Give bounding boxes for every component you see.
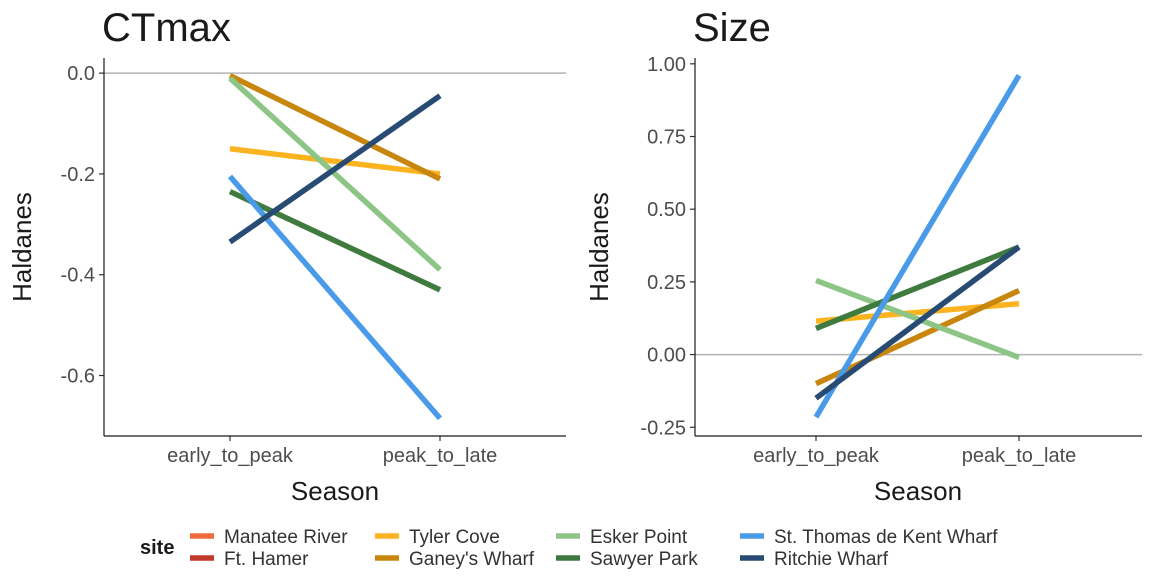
ctmax-y-tick-label: -0.2 xyxy=(61,164,95,186)
ctmax-marks: 0.0 -0.2 -0.4 -0.6 early_to_peak peak_to_late xyxy=(61,63,566,467)
panel-title-ctmax: CTmax xyxy=(102,6,231,50)
size-marks: 1.00 0.75 0.50 0.25 0.00 -0.25 early_to_peak pe… xyxy=(640,54,1142,467)
legend-label-manatee-river: Manatee River xyxy=(224,527,348,548)
ctmax-series-line-ritchie-wharf xyxy=(228,93,442,245)
size-x-tick-label: peak_to_late xyxy=(962,445,1077,467)
ctmax-x-tick-label: early_to_peak xyxy=(167,445,294,467)
legend-label-sawyer-park: Sawyer Park xyxy=(590,549,698,570)
panel-title-size: Size xyxy=(693,6,771,50)
size-series-line-ritchie-wharf xyxy=(814,244,1021,401)
size-series-line-esker-point xyxy=(815,277,1020,361)
size-y-tick-label: 0.50 xyxy=(647,199,686,221)
size-series-line-sawyer-park xyxy=(814,244,1021,331)
legend-label-tyler-cove: Tyler Cove xyxy=(409,527,500,548)
ctmax-y-tick-label: 0.0 xyxy=(67,63,95,85)
chart-panel-ctmax: CTmax 0.0 -0.2 -0.4 -0.6 early_to_peak peak_t… xyxy=(7,6,566,506)
ctmax-series-line-st-thomas-de-kent-wharf xyxy=(227,174,443,421)
legend-title: site xyxy=(140,537,174,559)
size-series-line-ganey-s-wharf xyxy=(814,288,1021,387)
ctmax-y-tick-label: -0.4 xyxy=(61,265,95,287)
ctmax-x-tick-label: peak_to_late xyxy=(383,445,498,467)
ctmax-series-line-esker-point xyxy=(228,76,442,272)
chart-panel-size: Size 1.00 0.75 0.50 0.25 0.00 -0.25 early_to_p… xyxy=(584,6,1142,506)
size-y-tick-label: 1.00 xyxy=(647,54,686,76)
legend-label-ft-hamer: Ft. Hamer xyxy=(224,549,309,570)
legend-label-esker-point: Esker Point xyxy=(590,527,688,548)
size-series-line-st-thomas-de-kent-wharf xyxy=(813,74,1022,419)
size-x-axis-title: Season xyxy=(874,476,962,506)
size-y-tick-label: 0.75 xyxy=(647,127,686,149)
legend-label-ganey-s-wharf: Ganey's Wharf xyxy=(409,549,535,570)
size-x-tick-label: early_to_peak xyxy=(753,445,880,467)
ctmax-x-axis-title: Season xyxy=(291,476,379,506)
ctmax-y-tick-label: -0.6 xyxy=(61,366,95,388)
ctmax-series-line-ganey-s-wharf xyxy=(228,73,442,182)
size-y-tick-label: 0.00 xyxy=(647,345,686,367)
ctmax-series-line-sawyer-park xyxy=(228,189,442,293)
legend-label-ritchie-wharf: Ritchie Wharf xyxy=(774,549,889,570)
size-y-tick-label: 0.25 xyxy=(647,272,686,294)
legend-label-st-thomas-de-kent-wharf: St. Thomas de Kent Wharf xyxy=(774,527,998,548)
size-y-axis-title: Haldanes xyxy=(584,192,614,302)
size-y-tick-label: -0.25 xyxy=(640,417,686,439)
ctmax-y-axis-title: Haldanes xyxy=(7,192,37,302)
ctmax-series-line-tyler-cove xyxy=(229,145,441,177)
